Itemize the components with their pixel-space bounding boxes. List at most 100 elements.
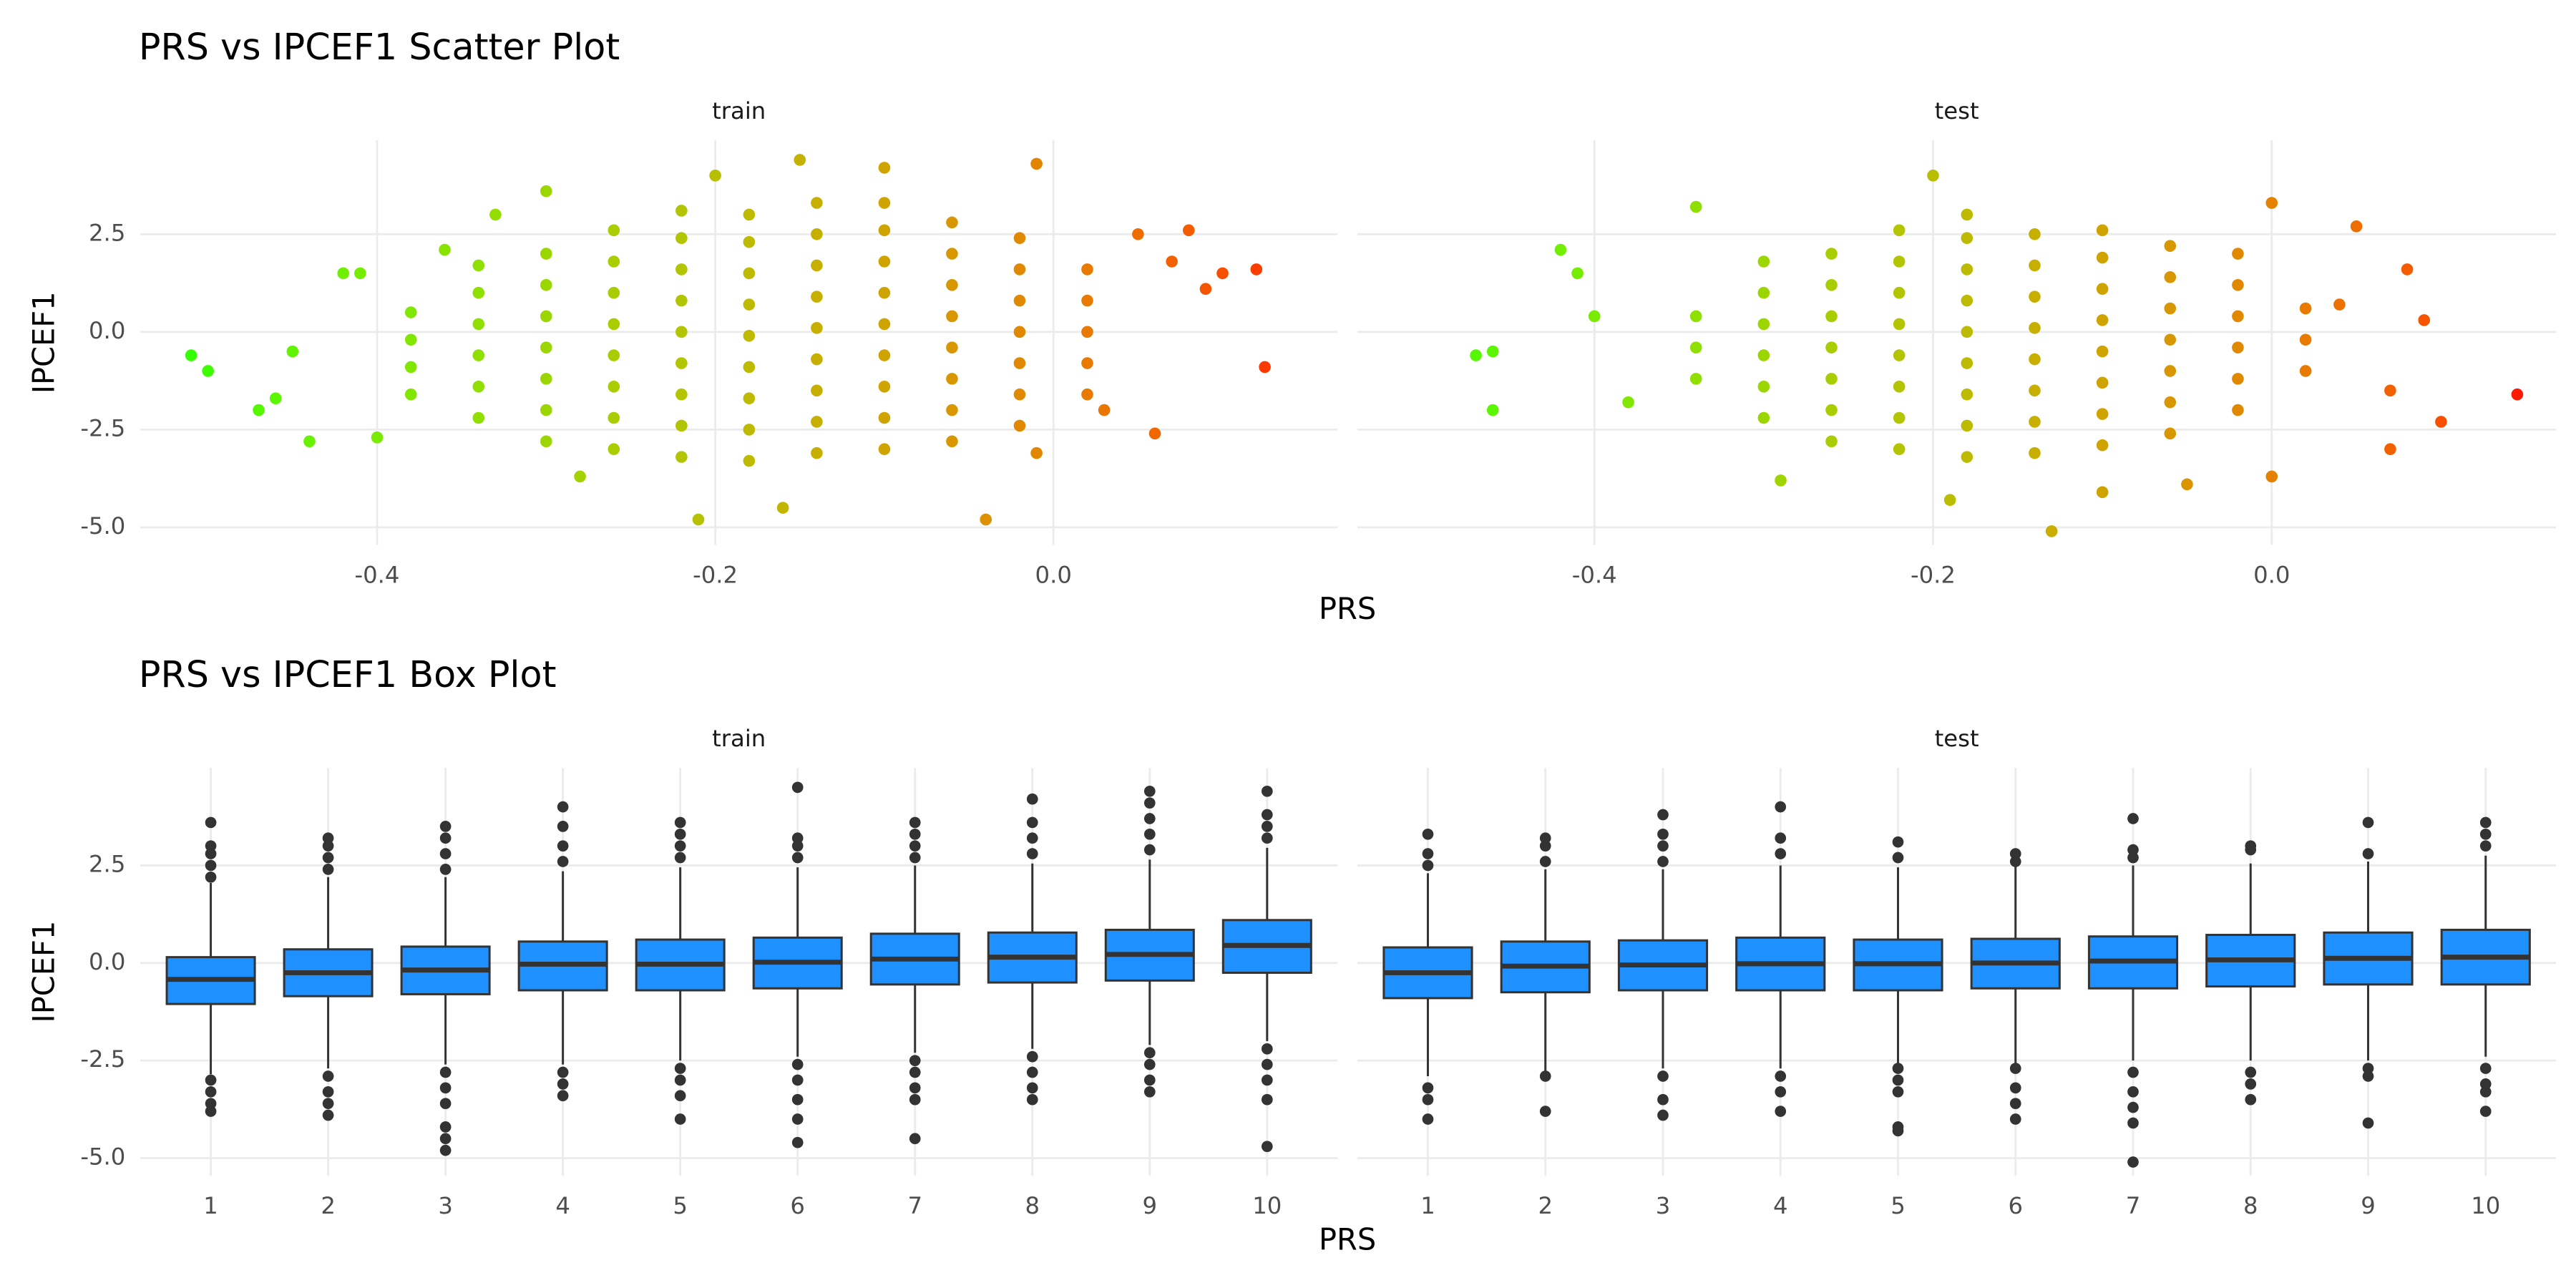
point	[354, 267, 366, 280]
point	[1622, 396, 1634, 409]
point	[2232, 373, 2244, 385]
x-tick-label: 10	[1252, 1192, 1282, 1219]
outlier	[439, 1121, 452, 1133]
outlier	[1892, 1063, 1904, 1074]
point	[1081, 294, 1093, 307]
point	[202, 365, 214, 377]
point	[1825, 310, 1838, 323]
point	[540, 248, 552, 260]
outlier	[322, 1098, 334, 1110]
outlier	[322, 1109, 334, 1121]
point	[540, 373, 552, 385]
point	[1893, 380, 1906, 393]
x-tick-label: 1	[1420, 1192, 1435, 1219]
outlier	[439, 1066, 452, 1078]
outlier	[1143, 828, 1156, 840]
point	[811, 384, 823, 397]
point	[878, 318, 891, 331]
outlier	[557, 1066, 569, 1078]
point	[608, 255, 620, 268]
outlier	[2362, 816, 2374, 829]
outlier	[557, 821, 569, 832]
point	[811, 447, 823, 459]
point	[489, 208, 502, 221]
point	[1757, 411, 1770, 424]
point	[404, 361, 417, 374]
outlier	[909, 816, 921, 829]
point	[2096, 376, 2109, 389]
point	[2401, 263, 2414, 275]
outlier	[791, 781, 804, 794]
point	[743, 235, 756, 248]
outlier	[557, 801, 569, 813]
outlier	[2009, 1063, 2021, 1074]
x-axis-title: PRS	[1319, 1221, 1376, 1257]
x-tick-label: 0.0	[1035, 561, 1072, 588]
point	[1259, 361, 1271, 374]
outlier	[791, 1093, 804, 1106]
point	[878, 286, 891, 299]
point	[743, 329, 756, 342]
point	[2164, 302, 2177, 315]
point	[878, 255, 891, 268]
x-tick-label: 10	[2471, 1192, 2500, 1219]
point	[1030, 447, 1043, 459]
point	[286, 345, 299, 358]
point	[946, 310, 958, 323]
point	[811, 259, 823, 272]
outlier	[791, 852, 804, 864]
x-tick-label: -0.2	[693, 561, 738, 588]
point	[540, 341, 552, 353]
x-tick-label: -0.2	[1911, 561, 1956, 588]
point	[675, 357, 688, 369]
point	[2418, 314, 2431, 326]
outlier	[2245, 1066, 2257, 1078]
outlier	[1422, 848, 1434, 859]
point	[2384, 443, 2396, 456]
point	[811, 291, 823, 303]
outlier	[674, 816, 686, 829]
point	[1825, 435, 1838, 448]
point	[743, 361, 756, 374]
point	[1013, 263, 1026, 275]
point	[946, 278, 958, 291]
point	[1961, 357, 1974, 369]
point	[1588, 310, 1601, 323]
point	[1554, 243, 1567, 256]
point	[675, 205, 688, 217]
outlier	[439, 1144, 452, 1156]
facet-label: test	[1935, 97, 1979, 125]
outlier	[557, 840, 569, 852]
y-tick-label: 2.5	[89, 850, 125, 877]
point	[2029, 291, 2041, 303]
x-tick-label: 1	[203, 1192, 218, 1219]
point	[1757, 255, 1770, 268]
y-axis-title: IPCEF1	[26, 921, 62, 1023]
point	[1166, 255, 1178, 268]
point	[269, 392, 282, 404]
x-tick-label: 7	[2126, 1192, 2141, 1219]
point	[743, 424, 756, 436]
point	[1757, 318, 1770, 331]
point	[743, 267, 756, 280]
outlier	[2362, 848, 2374, 859]
point	[2232, 404, 2244, 416]
point	[2435, 416, 2447, 428]
point	[404, 333, 417, 346]
outlier	[2479, 828, 2492, 840]
point	[811, 228, 823, 240]
outlier	[2127, 813, 2139, 824]
outlier	[322, 852, 334, 864]
outlier	[2362, 1070, 2374, 1082]
outlier	[2127, 1117, 2139, 1129]
point	[1689, 341, 1702, 353]
outlier	[1143, 1074, 1156, 1086]
outlier	[1775, 801, 1787, 813]
point	[2299, 365, 2312, 377]
point	[1250, 263, 1263, 275]
x-tick-label: 3	[438, 1192, 453, 1219]
outlier	[909, 828, 921, 840]
outlier	[791, 840, 804, 852]
outlier	[1026, 793, 1038, 805]
